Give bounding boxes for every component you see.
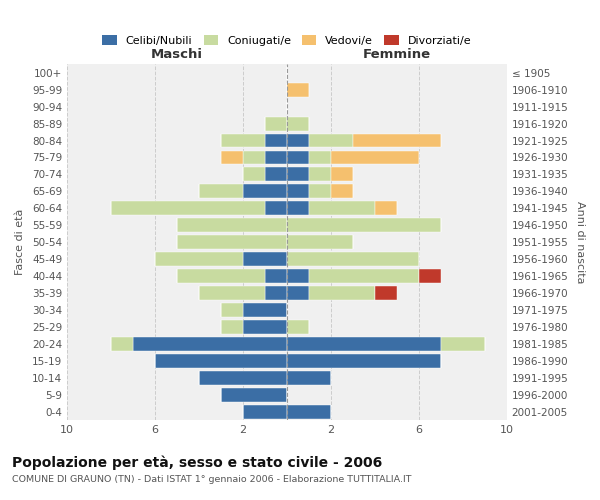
Y-axis label: Anni di nascita: Anni di nascita <box>575 201 585 283</box>
Bar <box>287 269 309 283</box>
Bar <box>331 184 353 198</box>
Bar <box>309 184 331 198</box>
Bar <box>309 168 331 181</box>
Bar <box>221 388 287 402</box>
Bar <box>353 134 441 147</box>
Bar <box>287 354 441 368</box>
Bar <box>177 218 287 232</box>
Bar <box>309 134 353 147</box>
Bar <box>177 269 265 283</box>
Bar <box>221 150 243 164</box>
Bar <box>243 150 265 164</box>
Bar <box>221 320 243 334</box>
Bar <box>265 134 287 147</box>
Y-axis label: Fasce di età: Fasce di età <box>15 209 25 276</box>
Text: Femmine: Femmine <box>363 48 431 61</box>
Bar <box>199 184 243 198</box>
Bar <box>155 354 287 368</box>
Bar <box>287 184 309 198</box>
Bar <box>309 269 419 283</box>
Bar <box>265 116 287 130</box>
Bar <box>287 404 331 418</box>
Bar <box>375 286 397 300</box>
Text: COMUNE DI GRAUNO (TN) - Dati ISTAT 1° gennaio 2006 - Elaborazione TUTTITALIA.IT: COMUNE DI GRAUNO (TN) - Dati ISTAT 1° ge… <box>12 475 412 484</box>
Bar <box>265 168 287 181</box>
Bar <box>287 134 309 147</box>
Bar <box>287 168 309 181</box>
Bar <box>199 371 287 384</box>
Bar <box>243 252 287 266</box>
Bar <box>287 218 441 232</box>
Bar <box>111 202 265 215</box>
Bar <box>309 202 375 215</box>
Bar <box>287 371 331 384</box>
Bar <box>243 320 287 334</box>
Bar <box>287 236 353 249</box>
Bar <box>309 150 331 164</box>
Legend: Celibi/Nubili, Coniugati/e, Vedovi/e, Divorziati/e: Celibi/Nubili, Coniugati/e, Vedovi/e, Di… <box>98 30 476 50</box>
Bar <box>111 337 133 351</box>
Text: Maschi: Maschi <box>151 48 203 61</box>
Bar <box>265 269 287 283</box>
Bar <box>375 202 397 215</box>
Bar <box>243 303 287 317</box>
Bar <box>287 116 309 130</box>
Bar <box>287 320 309 334</box>
Bar <box>243 404 287 418</box>
Bar <box>441 337 485 351</box>
Bar <box>265 150 287 164</box>
Text: Popolazione per età, sesso e stato civile - 2006: Popolazione per età, sesso e stato civil… <box>12 455 382 469</box>
Bar <box>155 252 243 266</box>
Bar <box>287 286 309 300</box>
Bar <box>133 337 287 351</box>
Bar <box>309 286 375 300</box>
Bar <box>419 269 441 283</box>
Bar <box>287 83 309 96</box>
Bar <box>177 236 287 249</box>
Bar <box>287 150 309 164</box>
Bar <box>331 168 353 181</box>
Bar <box>287 202 309 215</box>
Bar <box>265 286 287 300</box>
Bar <box>243 184 287 198</box>
Bar <box>199 286 265 300</box>
Bar <box>265 202 287 215</box>
Bar <box>243 168 265 181</box>
Bar <box>287 252 419 266</box>
Bar <box>221 303 243 317</box>
Bar <box>331 150 419 164</box>
Bar <box>287 337 441 351</box>
Bar <box>221 134 265 147</box>
